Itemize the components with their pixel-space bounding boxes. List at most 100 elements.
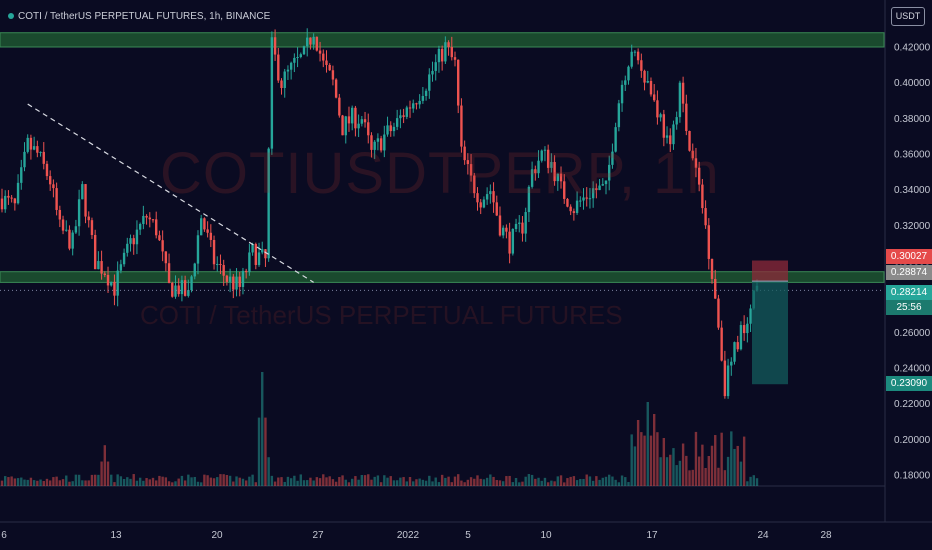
candle-body	[569, 206, 572, 212]
x-tick-label: 27	[312, 530, 324, 541]
volume-bar	[421, 479, 425, 486]
volume-bar	[61, 479, 65, 486]
volume-bar	[575, 480, 579, 486]
volume-bar	[20, 477, 23, 486]
candle-body	[7, 195, 10, 198]
volume-bar	[55, 476, 58, 486]
candle-body	[730, 361, 733, 366]
volume-bar	[389, 476, 392, 486]
x-axis[interactable]: 6 13 20 27 2022 5 10 17 24 28	[1, 530, 832, 541]
volume-bar	[84, 480, 87, 486]
volume-bar	[402, 477, 405, 486]
candle-body	[498, 215, 502, 236]
candle-body	[151, 219, 155, 221]
volume-bar	[158, 475, 161, 486]
candle-body	[93, 234, 97, 270]
volume-bar	[742, 436, 746, 486]
volume-bar	[196, 481, 200, 486]
last-price-label: 0.28214	[886, 285, 932, 300]
candle-body	[90, 220, 94, 235]
volume-bar	[302, 480, 306, 486]
volume-bar	[659, 457, 662, 486]
volume-bar	[187, 474, 190, 486]
candle-body	[174, 285, 177, 297]
volume-bar	[318, 478, 322, 486]
candle-body	[138, 224, 142, 230]
volume-bar	[457, 474, 460, 486]
volume-bar	[16, 478, 20, 486]
y-tick-label: 0.34000	[894, 185, 931, 196]
candle-body	[575, 200, 579, 213]
currency-button[interactable]: USDT	[891, 7, 925, 26]
candle-body	[450, 47, 453, 58]
candle-body	[585, 197, 588, 199]
candle-body	[29, 137, 33, 150]
volume-bar	[572, 476, 576, 486]
volume-bar	[617, 482, 621, 486]
candle-body	[318, 50, 322, 54]
volume-bar	[103, 445, 107, 486]
volume-bar	[453, 476, 457, 486]
candle-body	[710, 258, 714, 279]
volume-bar	[164, 477, 168, 486]
volume-bar	[171, 482, 174, 486]
candle-body	[155, 219, 158, 236]
candle-body	[440, 48, 444, 62]
candle-body	[212, 239, 216, 265]
candle-body	[591, 188, 595, 199]
candle-body	[383, 134, 386, 151]
candle-body	[289, 62, 293, 70]
x-tick-label: 24	[757, 530, 769, 541]
volume-bar	[151, 477, 155, 486]
candle-body	[273, 37, 277, 55]
candle-body	[514, 223, 518, 229]
candle-body	[379, 138, 383, 151]
candle-body	[270, 37, 274, 149]
volume-bar	[251, 474, 254, 486]
candle-body	[463, 146, 466, 161]
y-tick-label: 0.40000	[894, 78, 931, 89]
candle-body	[325, 60, 328, 65]
volume-bar	[135, 480, 139, 486]
volume-bar	[511, 482, 515, 486]
volume-bar	[354, 476, 357, 486]
candle-body	[26, 137, 29, 152]
volume-bar	[283, 481, 286, 486]
candle-body	[254, 244, 258, 265]
candle-body	[402, 115, 405, 117]
candle-body	[347, 116, 351, 124]
volume-bar	[704, 468, 707, 486]
volume-bar	[129, 478, 132, 486]
volume-bar	[569, 476, 572, 486]
candle-body	[328, 64, 331, 71]
volume-bar	[244, 480, 248, 486]
volume-bar	[540, 480, 543, 486]
volume-bar	[614, 479, 617, 486]
volume-bar	[325, 477, 328, 486]
volume-bar	[726, 456, 730, 486]
volume-bar	[624, 477, 627, 486]
volume-bar	[582, 478, 585, 486]
candle-body	[122, 252, 126, 265]
volume-bar	[434, 477, 437, 486]
candle-body	[540, 150, 543, 161]
volume-bar	[52, 477, 55, 486]
volume-bar	[45, 478, 49, 486]
candle-body	[386, 125, 389, 135]
candle-body	[524, 212, 527, 234]
volume-bar	[68, 481, 71, 486]
status-dot-icon	[8, 13, 14, 20]
volume-bar	[508, 475, 511, 486]
volume-bar	[113, 482, 116, 486]
volume-bar	[736, 445, 739, 486]
candle-body	[196, 235, 200, 264]
candle-body	[508, 231, 511, 254]
candle-body	[652, 94, 656, 101]
y-tick-label: 0.36000	[894, 150, 931, 161]
candle-body	[373, 141, 376, 150]
volume-bar	[630, 434, 633, 486]
volume-bar	[546, 482, 550, 486]
candle-body	[164, 251, 168, 264]
volume-bar	[412, 481, 415, 486]
